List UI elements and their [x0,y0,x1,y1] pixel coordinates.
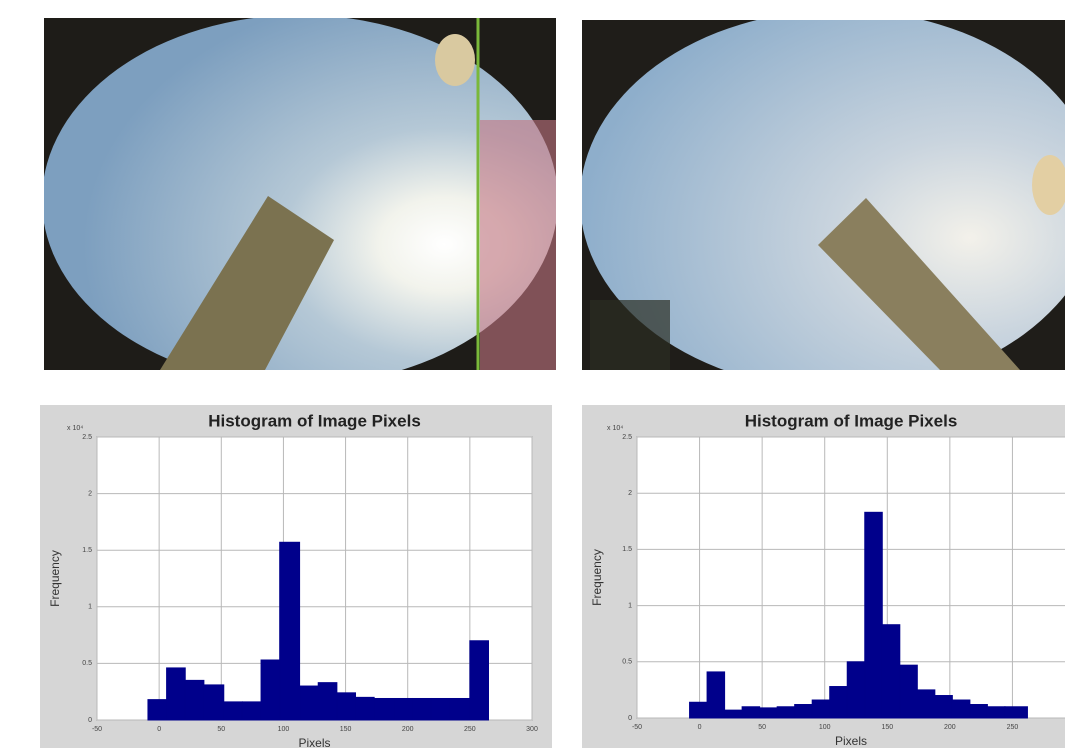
histogram-bar [987,707,1005,718]
histogram-bar [900,665,918,718]
histogram-bar [707,672,725,718]
y-tick-label: 2.5 [622,434,632,441]
histogram-bar [337,693,356,720]
x-tick-label: 250 [1007,724,1019,731]
y-tick-label: 0.5 [82,660,92,667]
histogram-bar [431,698,450,720]
y-tick-label: 1 [628,602,632,609]
x-tick-label: 200 [402,726,414,733]
x-axis-label: Pixels [298,736,330,748]
histogram-bar [261,660,280,720]
page: {"chart_data": [ {"type": "histogram", "… [0,0,1065,748]
histogram-bar [374,698,394,720]
histogram-bar [148,700,167,720]
histogram-bar [450,698,470,720]
histogram-bar [413,698,432,720]
x-tick-label: 50 [217,726,225,733]
histogram-bar [970,705,988,718]
histogram-bar [394,698,413,720]
histogram-bar [300,686,319,720]
histogram-bar [242,702,261,720]
histogram-bar [470,641,489,720]
histogram-bar [690,702,708,718]
histogram-bar [830,687,848,718]
y-tick-label: 0.5 [622,659,632,666]
chart-title: Histogram of Image Pixels [745,411,958,430]
y-tick-label: 1.5 [622,546,632,553]
histogram-bar [935,696,953,718]
y-tick-label: 2 [628,490,632,497]
histogram-bar [167,668,186,720]
histogram-bar [865,512,883,718]
sky-photo-2 [580,10,1065,390]
sky-photo-1 [42,15,560,385]
x-tick-label: 0 [157,726,161,733]
histogram-bar [777,707,795,718]
y-exponent: x 10⁴ [607,425,623,432]
y-axis-label: Frequency [48,550,62,607]
histogram-bar [224,702,243,720]
x-tick-label: 50 [758,724,766,731]
histogram-bar [280,542,300,720]
histogram-bar [318,683,337,720]
x-tick-label: 150 [881,724,893,731]
y-axis-label: Frequency [590,549,604,606]
histogram-bar [742,707,760,718]
x-tick-label: 250 [464,726,476,733]
histogram-bar [917,690,935,718]
chart-title: Histogram of Image Pixels [208,411,421,430]
histogram-bar [882,625,900,718]
histogram-bar [952,700,970,718]
y-exponent: x 10⁴ [67,425,83,432]
y-tick-label: 0 [88,717,92,724]
y-tick-label: 2 [88,490,92,497]
y-tick-label: 1.5 [82,547,92,554]
plot-area [97,437,532,720]
y-tick-label: 1 [88,604,92,611]
x-tick-label: 100 [278,726,290,733]
histogram-bar [204,685,224,720]
x-axis-label: Pixels [835,734,867,748]
x-tick-label: 200 [944,724,956,731]
histogram-bar [795,705,813,718]
histogram-bar [356,697,375,720]
histogram-bar [725,710,743,718]
x-tick-label: -50 [632,724,642,731]
histogram-bar [847,662,865,718]
x-tick-label: 300 [526,726,538,733]
x-tick-label: 150 [340,726,352,733]
histogram-bar [1005,707,1028,718]
y-tick-label: 0 [628,715,632,722]
figure: 00.511.522.5-50050100150200250300Histogr… [0,0,1065,748]
histogram-bar [812,700,830,718]
y-tick-label: 2.5 [82,434,92,441]
x-tick-label: -50 [92,726,102,733]
histogram-bar [760,708,778,718]
histogram-bar [185,680,204,720]
x-tick-label: 0 [698,724,702,731]
x-tick-label: 100 [819,724,831,731]
